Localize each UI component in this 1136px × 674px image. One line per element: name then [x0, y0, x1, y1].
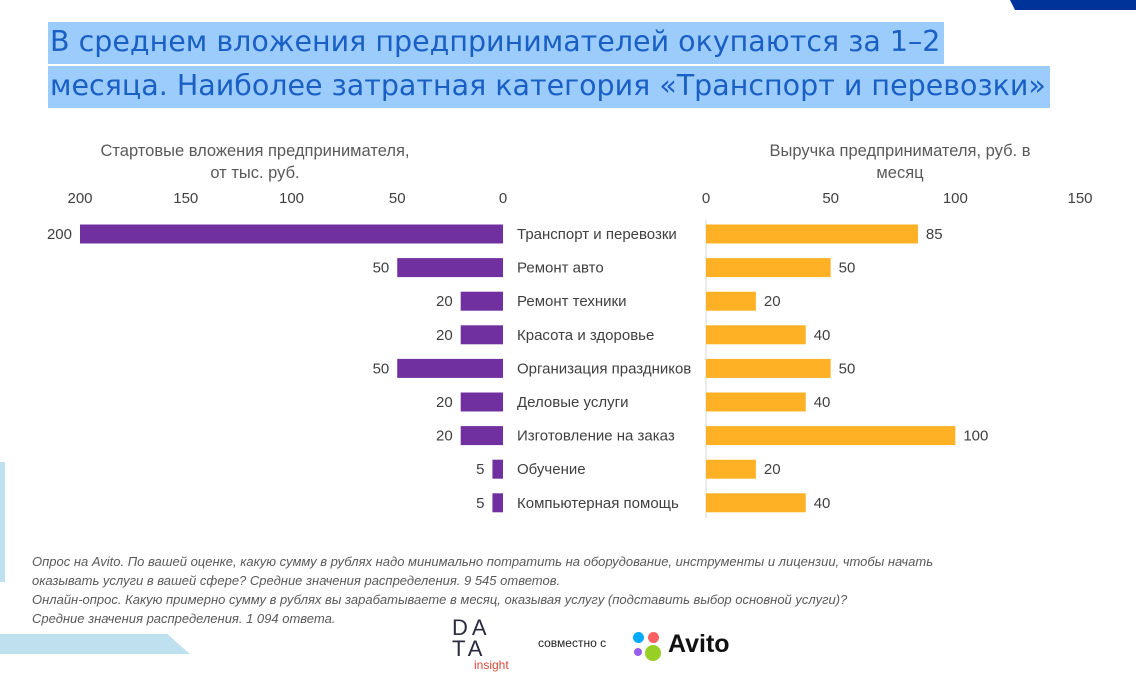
- title-line-1: В среднем вложения предпринимателей окуп…: [48, 22, 945, 64]
- left-axis-tick: 100: [279, 190, 304, 207]
- category-label: Компьютерная помощь: [517, 495, 679, 512]
- category-label: Красота и здоровье: [517, 327, 654, 344]
- category-label: Ремонт авто: [517, 260, 604, 277]
- avito-logo-dot: [648, 632, 659, 643]
- left-data-label: 50: [373, 360, 390, 377]
- logo-insight-text: insight: [474, 658, 509, 672]
- right-data-label: 50: [839, 360, 856, 377]
- note-line: Онлайн-опрос. Какую примерно сумму в руб…: [32, 592, 848, 607]
- right-data-label: 50: [839, 260, 856, 277]
- category-label: Деловые услуги: [517, 394, 628, 411]
- right-bar: [706, 426, 956, 446]
- avito-logo-dot: [633, 632, 644, 643]
- right-bar: [706, 224, 918, 244]
- note-line: оказывать услуги в вашей сфере? Средние …: [32, 573, 561, 588]
- left-axis-tick: 200: [67, 190, 92, 207]
- category-label: Ремонт техники: [517, 293, 626, 310]
- left-bar: [460, 291, 503, 311]
- right-bar: [706, 325, 806, 345]
- avito-logo-text: Avito: [668, 630, 730, 658]
- left-data-label: 20: [436, 293, 453, 310]
- left-bar: [460, 426, 503, 446]
- left-data-label: 200: [47, 226, 72, 243]
- slide-title: В среднем вложения предпринимателей окуп…: [48, 22, 1050, 110]
- side-decoration: [0, 462, 5, 582]
- category-label: Транспорт и перевозки: [517, 226, 677, 243]
- right-bar: [706, 392, 806, 412]
- left-bar: [80, 224, 503, 244]
- left-data-label: 20: [436, 327, 453, 344]
- data-insight-logo: DA TA: [452, 615, 491, 661]
- right-data-label: 100: [963, 428, 988, 445]
- right-axis-tick: 50: [822, 190, 839, 207]
- left-axis-tick: 50: [389, 190, 406, 207]
- left-data-label: 50: [373, 260, 390, 277]
- left-axis-tick: 0: [499, 190, 507, 207]
- left-data-label: 20: [436, 428, 453, 445]
- together-text: совместно с: [538, 636, 607, 650]
- left-bar: [460, 392, 503, 412]
- note-line: Опрос на Avito. По вашей оценке, какую с…: [32, 554, 934, 569]
- right-data-label: 85: [926, 226, 943, 243]
- left-title-line: от тыс. руб.: [210, 164, 300, 182]
- left-chart-title: Стартовые вложения предпринимателя, от т…: [40, 140, 470, 184]
- right-bar: [706, 459, 756, 479]
- right-data-label: 40: [814, 327, 831, 344]
- right-bar: [706, 291, 756, 311]
- right-data-label: 40: [814, 495, 831, 512]
- left-bar: [460, 325, 503, 345]
- category-label: Обучение: [517, 461, 586, 478]
- bottom-decoration: [0, 634, 190, 654]
- left-title-line: Стартовые вложения предпринимателя,: [100, 142, 410, 160]
- right-data-label: 20: [764, 293, 781, 310]
- left-bar: [492, 493, 503, 513]
- right-data-label: 40: [814, 394, 831, 411]
- right-axis-tick: 100: [943, 190, 968, 207]
- left-data-label: 20: [436, 394, 453, 411]
- category-label: Организация праздников: [517, 360, 691, 377]
- title-line-2: месяца. Наиболее затратная категория «Тр…: [48, 66, 1050, 108]
- footnote: Опрос на Avito. По вашей оценке, какую с…: [32, 552, 1112, 628]
- left-data-label: 5: [476, 495, 484, 512]
- top-decoration: [1010, 0, 1136, 10]
- category-label: Изготовление на заказ: [517, 428, 675, 445]
- right-axis-tick: 150: [1067, 190, 1092, 207]
- left-data-label: 5: [476, 461, 484, 478]
- left-bar: [397, 258, 503, 278]
- right-bar: [706, 258, 831, 278]
- left-axis-tick: 150: [173, 190, 198, 207]
- right-chart-title: Выручка предпринимателя, руб. в месяц: [715, 140, 1085, 184]
- note-line: Средние значения распределения. 1 094 от…: [32, 611, 336, 626]
- right-bar: [706, 358, 831, 378]
- avito-logo-dot: [645, 645, 661, 661]
- right-data-label: 20: [764, 461, 781, 478]
- right-title-line: месяц: [876, 164, 924, 182]
- right-title-line: Выручка предпринимателя, руб. в: [769, 142, 1031, 160]
- right-bar: [706, 493, 806, 513]
- left-bar: [397, 358, 503, 378]
- right-axis-tick: 0: [702, 190, 710, 207]
- avito-logo-dot: [634, 648, 642, 656]
- left-bar: [492, 459, 503, 479]
